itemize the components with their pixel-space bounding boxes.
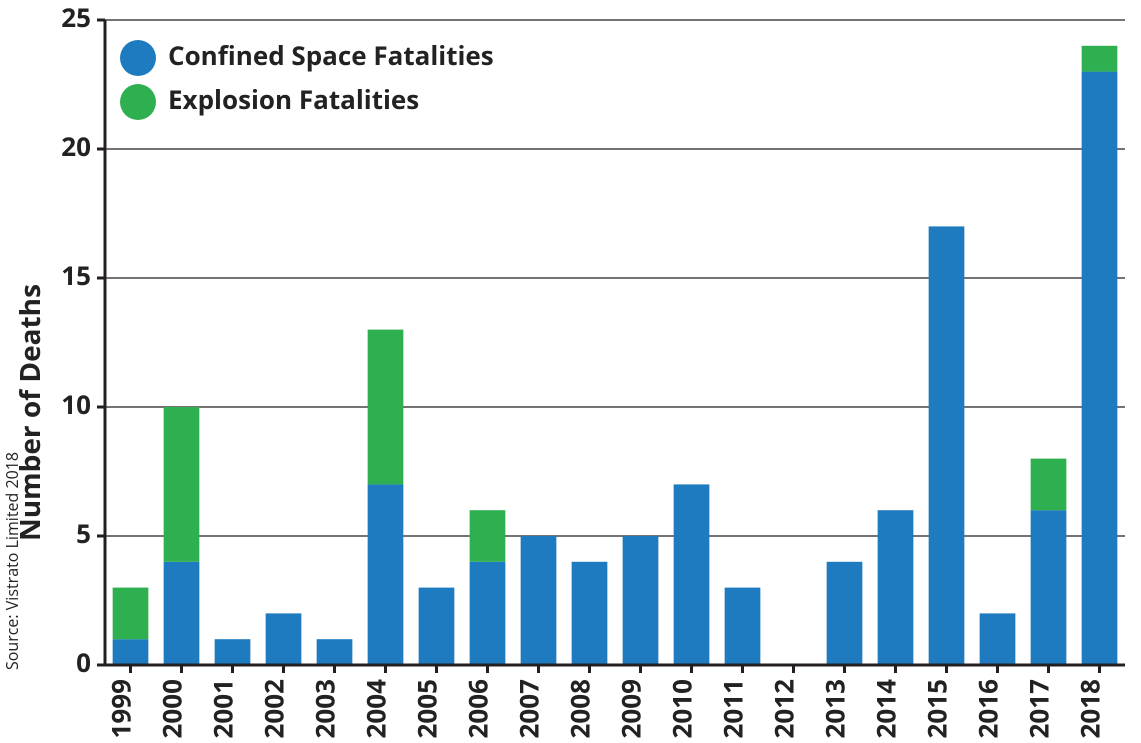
- x-tick-label: 2005: [409, 679, 445, 738]
- y-tick-label: 15: [61, 257, 91, 293]
- x-tick-label: 2015: [919, 679, 955, 738]
- source-text: Source: Vistrato Limited 2018: [1, 452, 23, 670]
- bar-confined: [164, 562, 200, 665]
- x-tick-label: 2008: [562, 679, 598, 738]
- bar-confined: [1031, 510, 1067, 665]
- fatalities-stacked-bar-chart: 0 5 10 15 20 25 1999 2000 2001 2002 2003 2004 2005 20…: [0, 0, 1141, 743]
- x-tick-label: 2004: [358, 679, 394, 739]
- chart-svg: 0 5 10 15 20 25 1999 2000 2001 2002 2003 2004 2005 20…: [0, 0, 1141, 743]
- bar-explosion: [1082, 46, 1118, 72]
- x-tick-label: 2017: [1021, 679, 1057, 739]
- bar-confined: [368, 484, 404, 665]
- y-tick-label: 10: [61, 386, 91, 422]
- bar-confined: [827, 562, 863, 665]
- x-tick-label: 2010: [664, 679, 700, 738]
- bar-explosion: [470, 510, 506, 562]
- bar-confined: [113, 639, 149, 665]
- y-tick-label: 20: [61, 128, 91, 164]
- bar-confined: [572, 562, 608, 665]
- bar-explosion: [368, 330, 404, 485]
- bar-explosion: [1031, 459, 1067, 511]
- legend-label-explosion: Explosion Fatalities: [168, 81, 419, 117]
- x-tick-label: 2014: [868, 679, 904, 739]
- x-tick-label: 2011: [715, 679, 751, 738]
- x-tick-label: 2013: [817, 679, 853, 738]
- bar-confined: [980, 613, 1016, 665]
- bar-confined: [266, 613, 302, 665]
- bar-confined: [878, 510, 914, 665]
- x-tick-label: 2000: [154, 679, 190, 738]
- x-tick-label: 2012: [766, 679, 802, 739]
- bar-confined: [317, 639, 353, 665]
- bar-explosion: [164, 407, 200, 562]
- y-tick-label: 25: [61, 0, 91, 35]
- bar-confined: [929, 226, 965, 665]
- x-tick-label: 2002: [256, 679, 292, 739]
- x-tick-label: 2007: [511, 679, 547, 739]
- bar-confined: [470, 562, 506, 665]
- bar-confined: [1082, 72, 1118, 665]
- bar-confined: [725, 588, 761, 665]
- bar-confined: [419, 588, 455, 665]
- x-tick-label: 2001: [205, 679, 241, 738]
- x-tick-label: 2006: [460, 679, 496, 739]
- legend-label-confined: Confined Space Fatalities: [168, 37, 494, 73]
- legend-marker-explosion: [120, 84, 156, 120]
- y-tick-label: 0: [76, 644, 91, 680]
- x-tick-label: 1999: [103, 679, 139, 738]
- bar-explosion: [113, 588, 149, 640]
- bar-confined: [521, 536, 557, 665]
- x-tick-label: 2016: [970, 679, 1006, 739]
- bar-confined: [674, 484, 710, 665]
- bar-confined: [623, 536, 659, 665]
- bar-confined: [215, 639, 251, 665]
- x-tick-label: 2018: [1072, 679, 1108, 738]
- legend-marker-confined: [120, 40, 156, 76]
- y-tick-label: 5: [76, 515, 91, 551]
- x-tick-label: 2003: [307, 679, 343, 738]
- x-tick-label: 2009: [613, 679, 649, 738]
